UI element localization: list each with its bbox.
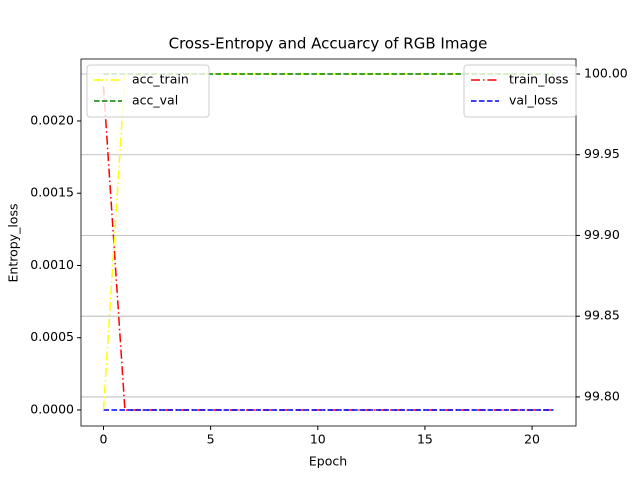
chart-title: Cross-Entropy and Accuarcy of RGB Image — [169, 35, 488, 53]
y-axis-label: Entropy_loss — [6, 204, 21, 283]
legend-label: acc_train — [132, 72, 189, 87]
x-tick-label: 0 — [100, 432, 108, 447]
x-tick-label: 15 — [417, 432, 433, 447]
y2-tick-label: 100.00 — [584, 66, 628, 81]
y2-tick-label: 99.95 — [584, 146, 620, 161]
x-tick-label: 20 — [524, 432, 540, 447]
y-tick-label: 0.0010 — [30, 257, 74, 272]
y2-tick-label: 99.90 — [584, 227, 620, 242]
legend-box — [86, 64, 210, 118]
x-axis-label: Epoch — [309, 454, 347, 469]
series-line — [102, 86, 554, 411]
y-tick-label: 0.0005 — [30, 329, 74, 344]
plot-frame — [80, 58, 577, 427]
y2-tick-label: 99.85 — [584, 308, 620, 323]
x-tick-label: 5 — [207, 432, 215, 447]
x-tick-label: 10 — [310, 432, 326, 447]
y-tick-label: 0.0015 — [30, 185, 74, 200]
legend-label: val_loss — [509, 93, 558, 108]
y-tick-label: 0.0020 — [30, 112, 74, 127]
legend-box — [463, 64, 577, 118]
legend-label: train_loss — [509, 72, 569, 87]
legend-label: acc_val — [132, 93, 178, 108]
y2-tick-label: 99.80 — [584, 388, 620, 403]
y-tick-label: 0.0000 — [30, 401, 74, 416]
